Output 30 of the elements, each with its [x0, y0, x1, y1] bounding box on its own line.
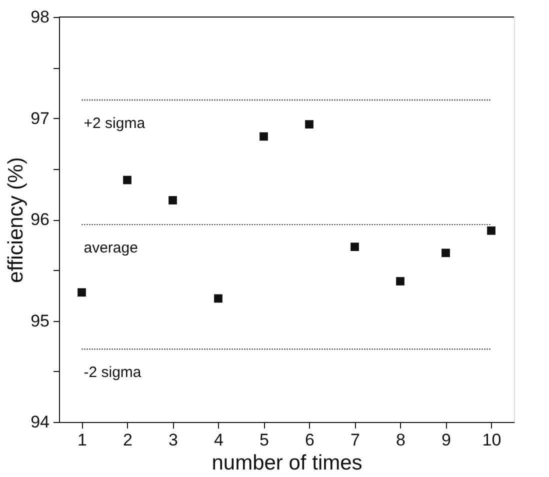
x-tick-label: 8 — [396, 430, 406, 450]
ref-line-label: average — [84, 240, 138, 257]
x-axis-title: number of times — [212, 452, 362, 474]
y-axis-title: efficiency (%) — [4, 157, 28, 283]
ref-line-label: +2 sigma — [84, 115, 146, 132]
point — [214, 294, 222, 303]
y-tick-label: 98 — [30, 8, 50, 26]
x-tick-label: 2 — [123, 430, 132, 450]
point — [305, 120, 314, 129]
x-tick-label: 7 — [350, 430, 360, 450]
x-tick-label: 1 — [78, 430, 87, 450]
point — [396, 277, 404, 286]
x-tick-label: 3 — [168, 430, 178, 450]
point — [350, 242, 359, 252]
y-tick-label: 94 — [30, 412, 50, 432]
point — [442, 248, 450, 258]
point — [487, 226, 496, 235]
x-tick-label: 4 — [214, 430, 224, 450]
ref-line-label: -2 sigma — [84, 364, 142, 382]
point — [168, 196, 177, 204]
x-tick-label: 5 — [260, 430, 269, 450]
x-tick-label: 10 — [482, 430, 502, 450]
point — [260, 132, 268, 141]
y-tick-label: 96 — [30, 210, 50, 229]
x-tick-label: 9 — [442, 430, 451, 450]
point — [78, 288, 86, 297]
x-tick-label: 6 — [305, 430, 314, 450]
point — [123, 176, 132, 184]
y-tick-label: 97 — [30, 108, 50, 128]
y-tick-label: 95 — [30, 311, 50, 330]
